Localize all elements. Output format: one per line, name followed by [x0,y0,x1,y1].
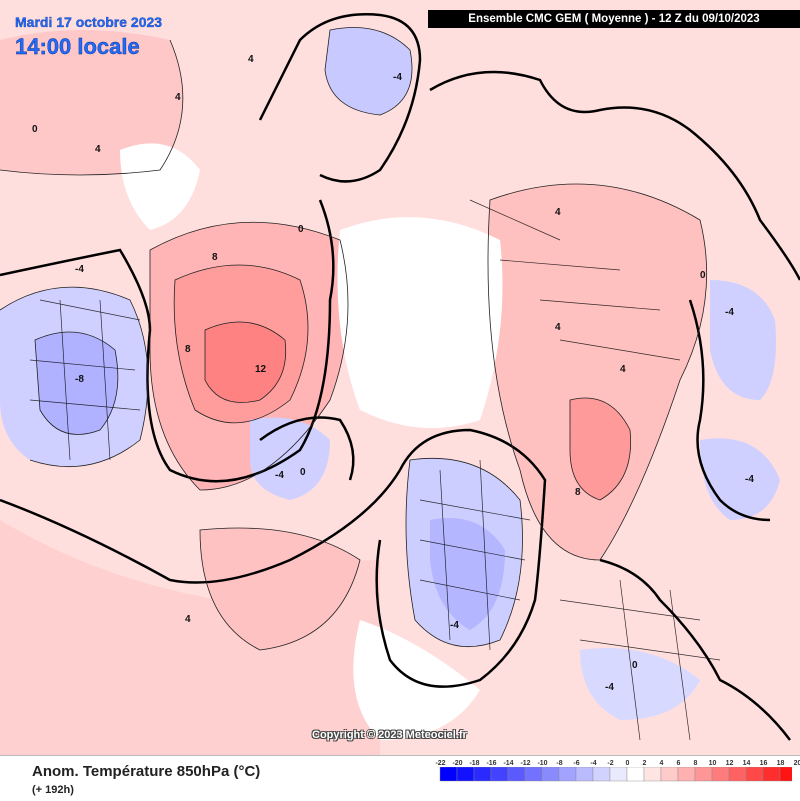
contour-label: 4 [95,144,101,155]
cold-region-nw-pacific [710,280,776,400]
contour-label: -4 [393,72,402,83]
contour-label: 8 [185,344,191,355]
cold-region-north-pacific [325,27,412,115]
color-swatch [439,767,458,782]
scale-tick-label: 16 [759,760,768,767]
color-swatch [779,767,792,782]
color-swatch [456,767,475,782]
color-swatch [507,767,526,782]
color-swatch [694,767,713,782]
color-swatch [609,767,628,782]
color-scale [439,767,792,782]
neutral-region-pacific [120,143,200,230]
contour-label: -4 [275,470,284,481]
scale-tick-label: 2 [642,760,647,767]
contour-label: 0 [32,124,38,135]
scale-tick-label: -16 [486,760,497,767]
contour-label: 4 [620,364,626,375]
scale-tick-label: -4 [590,760,597,767]
variable-title: Anom. Température 850hPa (°C) [32,763,261,780]
contour-label: 4 [175,92,181,103]
scale-tick-label: -18 [469,760,480,767]
valid-date: Mardi 17 octobre 2023 [15,14,163,30]
scale-tick-label: 12 [725,760,734,767]
valid-time: 14:00 locale [15,34,140,59]
contour-label: -4 [725,307,734,318]
contour-label: 4 [555,322,561,333]
color-swatch [660,767,679,782]
warm-region-siberia [488,184,707,560]
contour-label: 4 [185,614,191,625]
contour-label: 0 [632,660,638,671]
model-banner: Ensemble CMC GEM ( Moyenne ) - 12 Z du 0… [428,10,800,28]
color-swatch [473,767,492,782]
contour-label: 4 [248,54,254,65]
color-swatch [762,767,781,782]
scale-tick-label: 6 [676,760,681,767]
color-swatch [490,767,509,782]
neutral-region-arctic [337,217,503,428]
scale-tick-label: 8 [693,760,698,767]
warm-core-siberia [570,398,631,500]
color-swatch [558,767,577,782]
color-swatch [745,767,764,782]
warm-region-atlantic-s [200,528,360,650]
scale-tick-label: 0 [625,760,630,767]
scale-tick-label: -12 [520,760,531,767]
color-swatch [575,767,594,782]
color-swatch [592,767,611,782]
weather-map: 12 8 8 8 4 4 4 4 4 4 4 0 0 0 0 0 -4 -4 -… [0,0,800,755]
lead-time: (+ 192h) [32,784,74,796]
contour-label: 0 [300,467,306,478]
contour-label: -4 [745,474,754,485]
scale-tick-label: -20 [452,760,463,767]
contour-label: -4 [75,264,84,275]
contour-label: 12 [255,364,267,375]
scale-tick-label: -8 [556,760,563,767]
color-swatch [626,767,645,782]
scale-tick-label: 14 [742,760,751,767]
contour-label: 8 [212,252,218,263]
contour-label: 8 [575,487,581,498]
contour-label: 0 [700,270,706,281]
scale-tick-label: 10 [708,760,717,767]
contour-label: -4 [605,682,614,693]
contour-label: -4 [450,620,459,631]
color-swatch [677,767,696,782]
color-swatch [643,767,662,782]
scale-tick-label: 4 [659,760,664,767]
scale-tick-label: -6 [573,760,580,767]
cold-region-atlantic [250,417,330,500]
scale-tick-label: -2 [607,760,614,767]
scale-tick-label: -22 [435,760,446,767]
warm-region-pacific-w [0,30,183,175]
contour-label: 0 [298,224,304,235]
borders [29,199,721,741]
contours [0,27,708,651]
cold-core-north-america [35,332,118,435]
contour-labels: 12 8 8 8 4 4 4 4 4 4 4 0 0 0 0 0 -4 -4 -… [32,54,754,693]
scale-tick-label: -10 [537,760,548,767]
copyright-notice: Copyright © 2023 Meteociel.fr [312,729,467,741]
scale-tick-label: 18 [776,760,785,767]
scale-tick-label: -14 [503,760,514,767]
contour-label: -8 [75,374,84,385]
color-scale-ticks: -22 -20 -18 -16 -14 -12 -10 -8 -6 -4 -2 0 2 4 6 8 10 12 14… [432,760,800,772]
color-swatch [541,767,560,782]
scale-tick-label: 20 [793,760,800,767]
cold-core-europe [430,518,505,630]
color-swatch [711,767,730,782]
coastlines [0,13,800,741]
contour-label: 4 [555,207,561,218]
color-swatch [524,767,543,782]
warm-max-greenland [205,322,286,403]
neutral-region-mediterranean [353,620,480,740]
color-swatch [728,767,747,782]
cold-region-himalaya [580,648,700,720]
